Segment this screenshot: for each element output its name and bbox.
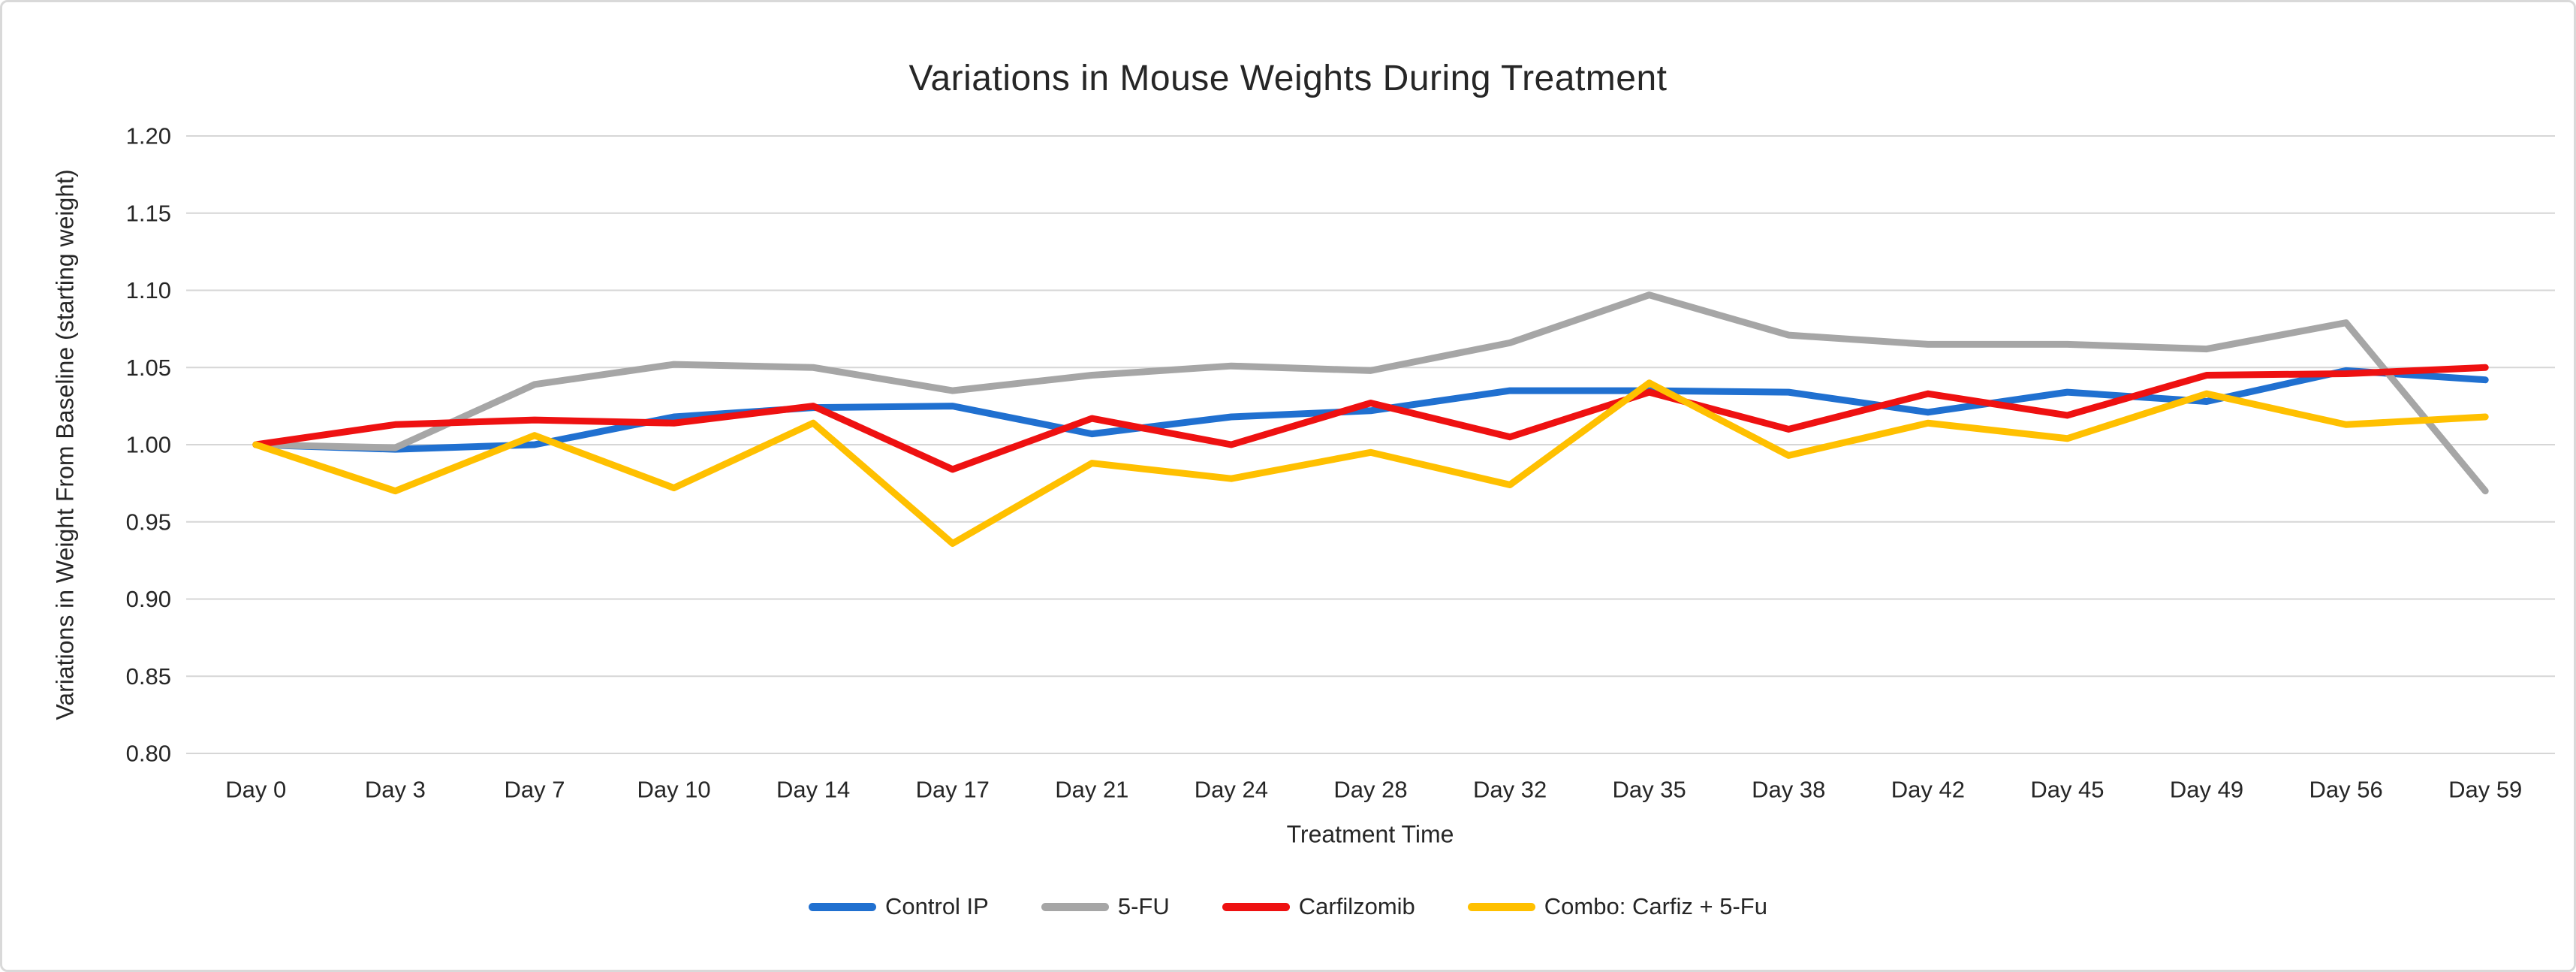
x-tick-label: Day 24 <box>1195 777 1268 803</box>
x-tick-label: Day 59 <box>2448 777 2522 803</box>
legend-swatch-icon <box>1041 902 1109 911</box>
x-tick-label: Day 35 <box>1613 777 1686 803</box>
legend-item: Carfilzomib <box>1222 893 1415 920</box>
legend-label: Control IP <box>885 893 989 919</box>
y-tick-label: 1.10 <box>126 277 171 303</box>
y-tick-label: 1.20 <box>126 123 171 149</box>
y-tick-label: 1.15 <box>126 200 171 226</box>
legend-swatch-icon <box>1222 902 1290 911</box>
x-tick-label: Day 38 <box>1752 777 1825 803</box>
x-tick-label: Day 0 <box>225 777 286 803</box>
legend-label: 5-FU <box>1117 893 1170 919</box>
series-line-Combo: Carfiz + 5-Fu <box>252 379 2489 548</box>
x-tick-label: Day 45 <box>2030 777 2104 803</box>
series-line-5-FU <box>252 291 2489 495</box>
legend-item: Control IP <box>809 893 989 920</box>
x-tick-label: Day 56 <box>2309 777 2383 803</box>
y-tick-label: 0.95 <box>126 509 171 535</box>
y-tick-label: 1.05 <box>126 355 171 381</box>
x-axis-title: Treatment Time <box>1286 820 1454 848</box>
legend-swatch-icon <box>809 902 877 911</box>
x-tick-label: Day 49 <box>2170 777 2243 803</box>
y-tick-label: 0.80 <box>126 741 171 767</box>
y-tick-label: 0.85 <box>126 663 171 690</box>
chart-title: Variations in Mouse Weights During Treat… <box>908 59 1668 98</box>
x-tick-label: Day 21 <box>1055 777 1128 803</box>
legend-label: Carfilzomib <box>1298 893 1415 919</box>
x-tick-label: Day 17 <box>916 777 990 803</box>
x-tick-label: Day 3 <box>365 777 426 803</box>
y-tick-label: 1.00 <box>126 432 171 458</box>
legend-item: 5-FU <box>1041 893 1170 920</box>
x-tick-label: Day 7 <box>504 777 565 803</box>
series-line-Carfilzomib <box>252 364 2489 473</box>
x-tick-label: Day 42 <box>1891 777 1965 803</box>
x-tick-label: Day 32 <box>1473 777 1547 803</box>
x-tick-label: Day 10 <box>637 777 710 803</box>
x-tick-label: Day 28 <box>1333 777 1407 803</box>
x-tick-label: Day 14 <box>776 777 850 803</box>
y-tick-label: 0.90 <box>126 586 171 612</box>
legend: Control IP 5-FU Carfilzomib Combo: Carfiz +… <box>2 893 2574 920</box>
legend-label: Combo: Carfiz + 5-Fu <box>1544 893 1767 919</box>
legend-item: Combo: Carfiz + 5-Fu <box>1467 893 1767 920</box>
legend-swatch-icon <box>1467 902 1535 911</box>
y-axis-title: Variations in Weight From Baseline (star… <box>51 169 79 720</box>
series-line-Control IP <box>252 367 2489 453</box>
